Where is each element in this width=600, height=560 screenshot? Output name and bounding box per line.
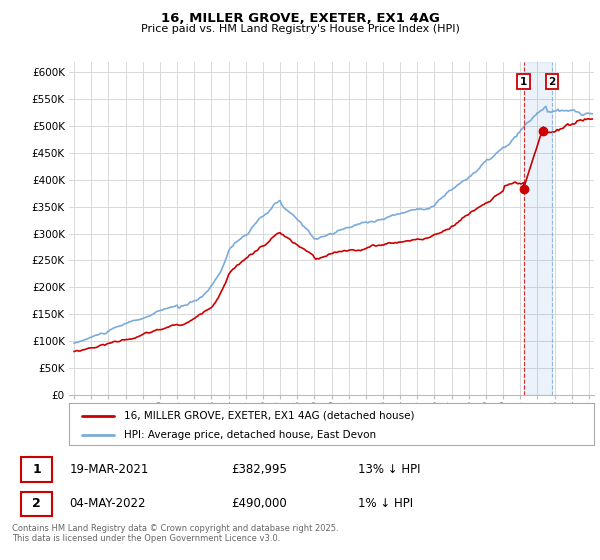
Text: 19-MAR-2021: 19-MAR-2021 bbox=[70, 463, 149, 476]
Text: 2: 2 bbox=[32, 497, 41, 510]
Text: £490,000: £490,000 bbox=[231, 497, 287, 510]
Text: 13% ↓ HPI: 13% ↓ HPI bbox=[358, 463, 420, 476]
Bar bbox=[524, 62, 552, 395]
Text: 04-MAY-2022: 04-MAY-2022 bbox=[70, 497, 146, 510]
Text: Price paid vs. HM Land Registry's House Price Index (HPI): Price paid vs. HM Land Registry's House … bbox=[140, 24, 460, 34]
Text: 2: 2 bbox=[548, 77, 556, 87]
Text: 1% ↓ HPI: 1% ↓ HPI bbox=[358, 497, 413, 510]
Text: 16, MILLER GROVE, EXETER, EX1 4AG (detached house): 16, MILLER GROVE, EXETER, EX1 4AG (detac… bbox=[124, 411, 415, 421]
Text: HPI: Average price, detached house, East Devon: HPI: Average price, detached house, East… bbox=[124, 430, 376, 440]
Text: £382,995: £382,995 bbox=[231, 463, 287, 476]
Text: 1: 1 bbox=[32, 463, 41, 476]
Text: Contains HM Land Registry data © Crown copyright and database right 2025.
This d: Contains HM Land Registry data © Crown c… bbox=[12, 524, 338, 543]
Text: 16, MILLER GROVE, EXETER, EX1 4AG: 16, MILLER GROVE, EXETER, EX1 4AG bbox=[161, 12, 439, 25]
Text: 1: 1 bbox=[520, 77, 527, 87]
FancyBboxPatch shape bbox=[20, 458, 52, 482]
FancyBboxPatch shape bbox=[20, 492, 52, 516]
